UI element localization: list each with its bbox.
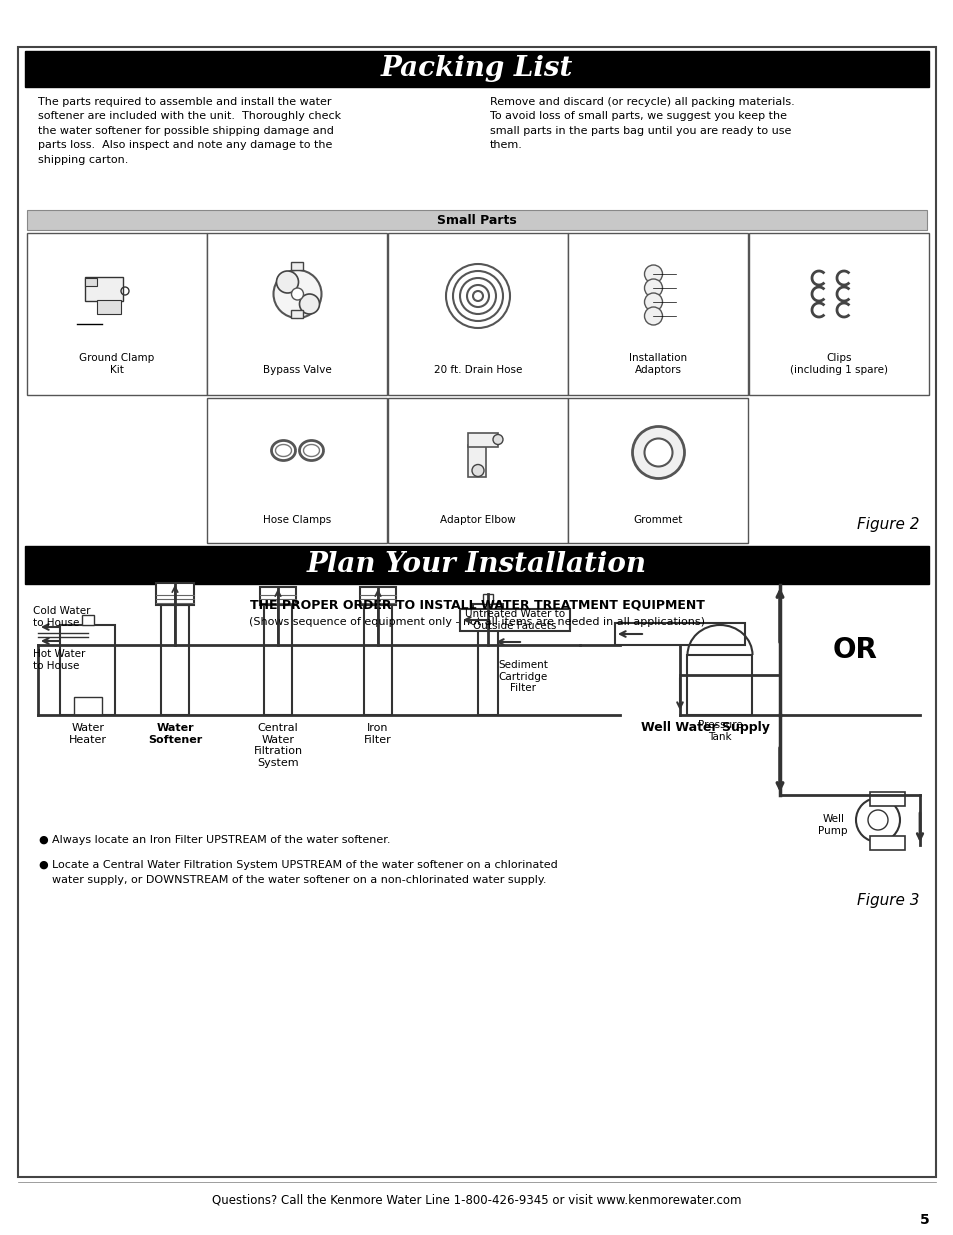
Bar [85, 278, 97, 287]
Circle shape [644, 308, 661, 325]
Text: Figure 2: Figure 2 [857, 517, 919, 532]
Bar [468, 432, 497, 447]
Text: Packing List: Packing List [380, 56, 573, 83]
Text: Pressure
Tank: Pressure Tank [697, 720, 741, 741]
Bar [25, 546, 928, 584]
Circle shape [472, 464, 483, 477]
Text: Water
Softener: Water Softener [148, 722, 202, 745]
Bar [568, 233, 748, 395]
Bar [27, 210, 926, 230]
Text: Ground Clamp
Kit: Ground Clamp Kit [79, 353, 154, 375]
Text: 20 ft. Drain Hose: 20 ft. Drain Hose [434, 366, 521, 375]
Text: Questions? Call the Kenmore Water Line 1-800-426-9345 or visit www.kenmorewater.: Questions? Call the Kenmore Water Line 1… [212, 1193, 741, 1207]
Bar [60, 625, 115, 715]
Bar [477, 620, 497, 715]
Bar [364, 605, 392, 715]
Text: Bypass Valve: Bypass Valve [263, 366, 332, 375]
Circle shape [644, 438, 672, 467]
Text: Untreated Water to
Outside Faucets: Untreated Water to Outside Faucets [464, 609, 564, 631]
Text: Iron
Filter: Iron Filter [364, 722, 392, 745]
Bar [292, 262, 303, 270]
Bar [208, 233, 387, 395]
Bar [260, 587, 295, 605]
Bar [482, 594, 493, 604]
Text: ●: ● [38, 860, 48, 869]
Text: Sediment
Cartridge
Filter: Sediment Cartridge Filter [497, 659, 547, 693]
Bar [25, 51, 928, 86]
Bar [82, 615, 94, 625]
Bar [748, 233, 928, 395]
Text: Small Parts: Small Parts [436, 214, 517, 226]
Text: Plan Your Installation: Plan Your Installation [307, 552, 646, 578]
Text: Central
Water
Filtration
System: Central Water Filtration System [253, 722, 302, 768]
Text: THE PROPER ORDER TO INSTALL WATER TREATMENT EQUIPMENT: THE PROPER ORDER TO INSTALL WATER TREATM… [250, 599, 703, 611]
Text: Clips
(including 1 spare): Clips (including 1 spare) [789, 353, 887, 375]
Bar [359, 587, 395, 605]
Bar [264, 605, 292, 715]
Bar [473, 604, 502, 620]
Bar [869, 836, 904, 850]
Bar [869, 792, 904, 806]
Bar [85, 277, 123, 301]
Circle shape [632, 426, 684, 478]
Bar [615, 622, 744, 645]
Bar [161, 605, 189, 715]
Bar [687, 655, 752, 715]
Text: 5: 5 [920, 1213, 929, 1228]
Text: Locate a Central Water Filtration System UPSTREAM of the water softener on a chl: Locate a Central Water Filtration System… [52, 860, 558, 884]
Text: Remove and discard (or recycle) all packing materials.
To avoid loss of small pa: Remove and discard (or recycle) all pack… [490, 98, 794, 151]
Text: (Shows sequence of equipment only - not all items are needed in all applications: (Shows sequence of equipment only - not … [249, 618, 704, 627]
Bar [292, 310, 303, 317]
Bar [388, 398, 567, 543]
Text: The parts required to assemble and install the water
softener are included with : The parts required to assemble and insta… [38, 98, 341, 164]
Text: Hot Water
to House: Hot Water to House [33, 650, 85, 671]
Text: Cold Water
to House: Cold Water to House [33, 606, 91, 627]
Bar [208, 398, 387, 543]
Bar [74, 697, 102, 715]
Text: Hose Clamps: Hose Clamps [263, 515, 332, 525]
Bar [468, 445, 485, 477]
Circle shape [274, 270, 321, 317]
Circle shape [644, 279, 661, 296]
Circle shape [644, 293, 661, 311]
Bar [156, 583, 193, 605]
Text: City Water Supply: City Water Supply [717, 566, 842, 579]
Circle shape [276, 270, 298, 293]
Text: Water
Heater: Water Heater [69, 722, 107, 745]
Text: Always locate an Iron Filter UPSTREAM of the water softener.: Always locate an Iron Filter UPSTREAM of… [52, 835, 390, 845]
Circle shape [299, 294, 319, 314]
Bar [459, 609, 569, 631]
Text: Well
Pump: Well Pump [818, 814, 847, 836]
Text: Well Water Supply: Well Water Supply [640, 721, 769, 734]
Circle shape [292, 288, 303, 300]
Text: OR: OR [832, 636, 877, 664]
Text: Grommet: Grommet [633, 515, 682, 525]
Circle shape [493, 435, 502, 445]
Circle shape [855, 798, 899, 842]
Bar [388, 233, 567, 395]
Bar [27, 233, 207, 395]
Bar [97, 300, 121, 314]
Bar [568, 398, 748, 543]
Circle shape [867, 810, 887, 830]
Text: Adaptor Elbow: Adaptor Elbow [439, 515, 516, 525]
Text: ●: ● [38, 835, 48, 845]
Text: Figure 3: Figure 3 [857, 893, 919, 908]
Text: Installation
Adaptors: Installation Adaptors [629, 353, 687, 375]
Circle shape [644, 266, 661, 283]
